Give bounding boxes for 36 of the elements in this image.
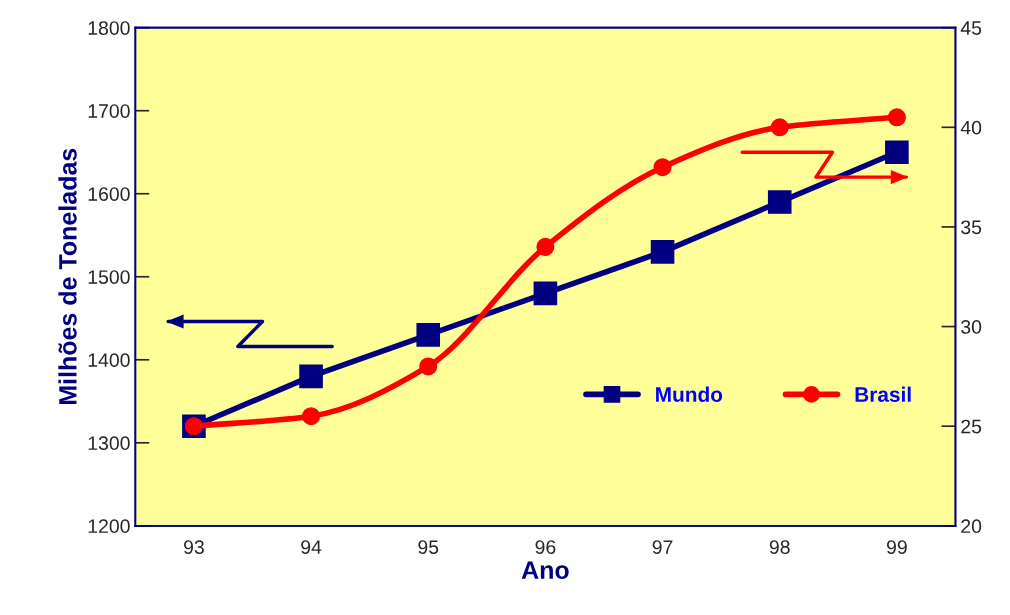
y-tick-label: 1200 xyxy=(88,519,130,534)
point xyxy=(650,240,675,264)
x-tick-label: 95 xyxy=(418,540,439,554)
point xyxy=(299,364,323,389)
point xyxy=(536,237,555,256)
y2-tick-label: 30 xyxy=(961,320,982,334)
y2-tick-label: 40 xyxy=(960,120,982,135)
y-tick-label: 1600 xyxy=(88,187,130,201)
point xyxy=(533,281,558,306)
legend-label: Mundo xyxy=(656,386,723,402)
y-tick-label: 1500 xyxy=(88,270,130,284)
point xyxy=(419,357,438,376)
point xyxy=(885,140,909,165)
point xyxy=(302,407,321,426)
legend-label: Brasil xyxy=(855,386,911,402)
y2-tick-label: 35 xyxy=(961,220,982,235)
x-tick-label: 94 xyxy=(301,540,322,554)
y2-tick-label: 20 xyxy=(961,519,982,534)
point xyxy=(887,108,906,127)
point xyxy=(767,190,792,214)
point xyxy=(770,118,789,137)
y-tick-label: 1400 xyxy=(88,353,130,368)
x-tick-label: 93 xyxy=(184,540,204,554)
y-axis-title: Milhões de Toneladas xyxy=(58,148,77,405)
x-tick-label: 98 xyxy=(769,540,790,554)
y-tick-label: 1800 xyxy=(88,21,130,35)
y-tick-label: 1300 xyxy=(88,436,130,451)
point xyxy=(653,158,672,177)
y-tick-label: 1700 xyxy=(88,104,130,118)
y2-tick-label: 45 xyxy=(960,21,982,35)
y2-tick-label: 25 xyxy=(961,419,982,434)
x-tick-label: 97 xyxy=(652,540,673,554)
point xyxy=(416,323,441,347)
x-tick-label: 96 xyxy=(535,540,556,554)
x-axis-title: Ano xyxy=(521,561,569,579)
x-tick-label: 99 xyxy=(886,540,907,554)
